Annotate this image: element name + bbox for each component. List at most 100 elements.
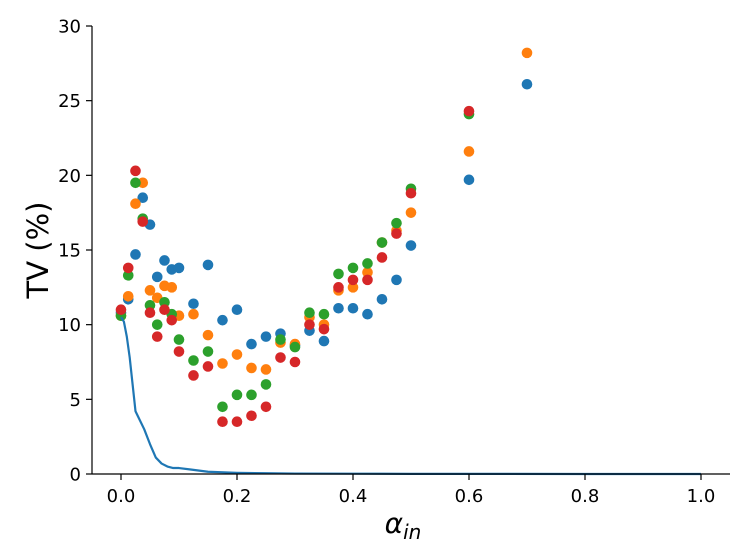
- scatter-point: [151, 271, 163, 283]
- scatter-point: [376, 237, 388, 248]
- x-axis-label-subscript: in: [403, 520, 421, 544]
- scatter-point: [130, 165, 141, 177]
- scatter-point: [260, 401, 272, 413]
- scatter-point: [231, 304, 243, 316]
- scatter-point: [333, 282, 344, 293]
- scatter-point: [376, 252, 388, 263]
- scatter-point: [362, 308, 373, 320]
- y-axis-label: TV (%): [21, 202, 55, 300]
- scatter-point: [231, 416, 243, 428]
- scatter-point: [304, 319, 315, 330]
- scatter-point: [304, 307, 315, 319]
- scatter-point: [347, 302, 359, 314]
- x-axis-label-symbol: α: [385, 507, 404, 540]
- scatter-point: [246, 362, 257, 374]
- scatter-point: [347, 282, 359, 293]
- scatter-point: [318, 335, 330, 347]
- scatter-point: [246, 389, 257, 401]
- scatter-point: [137, 216, 149, 227]
- scatter-point: [463, 105, 475, 117]
- x-tick-label: 0.6: [455, 486, 484, 507]
- scatter-point: [122, 290, 134, 302]
- y-tick-label: 20: [58, 166, 81, 187]
- scatter-point: [231, 389, 243, 401]
- x-tick-label: 0.4: [339, 486, 368, 507]
- scatter-point: [166, 282, 178, 293]
- scatter-point: [217, 401, 228, 413]
- y-tick-label: 30: [58, 17, 81, 38]
- scatter-point: [202, 346, 214, 357]
- scatter-point: [246, 410, 257, 422]
- scatter-point: [188, 298, 199, 310]
- scatter-point: [151, 319, 163, 330]
- scatter-point: [391, 274, 402, 286]
- ticks: 0 5 10 15 20 25 30 0.0 0.2 0.4 0.6 0.8 1.0: [58, 17, 715, 508]
- scatter-point: [159, 255, 170, 266]
- scatter-point: [137, 192, 149, 204]
- scatter-point: [122, 270, 134, 281]
- scatter-point: [333, 268, 344, 280]
- scatter-point: [137, 177, 149, 189]
- scatter-point: [289, 356, 301, 368]
- series-line: [120, 316, 701, 476]
- scatter-point: [188, 308, 199, 320]
- scatter-point: [376, 293, 388, 305]
- scatter-point: [260, 331, 272, 342]
- scatter-point: [289, 341, 301, 353]
- scatter-point: [318, 308, 330, 320]
- scatter-point: [144, 285, 156, 296]
- scatter-point: [115, 304, 127, 316]
- scatter-point: [405, 187, 417, 199]
- x-tick-label: 0.8: [571, 486, 600, 507]
- y-tick-label: 10: [58, 315, 81, 336]
- scatter-point: [521, 78, 533, 90]
- x-axis-label: αin: [385, 507, 422, 544]
- y-tick-label: 25: [58, 91, 81, 112]
- scatter-point: [362, 274, 373, 286]
- scatter-point: [246, 338, 257, 350]
- scatter-point: [217, 314, 228, 326]
- scatter-point: [217, 358, 228, 369]
- scatter-point: [173, 346, 185, 357]
- scatter-point: [173, 262, 185, 274]
- scatter-point: [333, 302, 344, 314]
- scatter-point: [260, 364, 272, 375]
- scatter-point: [260, 379, 272, 390]
- scatter-point: [144, 299, 156, 311]
- scatter-point: [202, 329, 214, 341]
- scatter-point: [275, 352, 286, 363]
- scatter-point: [318, 323, 330, 335]
- scatter-point: [173, 334, 185, 345]
- scatter-point: [130, 198, 141, 210]
- scatter-point: [202, 361, 214, 372]
- scatter-point: [521, 47, 533, 59]
- x-tick-label: 1.0: [687, 486, 716, 507]
- scatter-point: [130, 177, 141, 189]
- scatter-point: [347, 262, 359, 274]
- scatter-point: [151, 331, 163, 342]
- x-tick-label: 0.2: [223, 486, 252, 507]
- y-tick-label: 0: [70, 465, 81, 486]
- scatter-point: [188, 370, 199, 381]
- scatter-point: [391, 217, 402, 229]
- scatter-point: [391, 228, 402, 239]
- scatter-point: [275, 334, 286, 345]
- scatter-point: [159, 304, 170, 316]
- y-tick-label: 15: [58, 241, 81, 262]
- scatter-point: [188, 355, 199, 366]
- scatter-point: [166, 314, 178, 326]
- scatter-point: [463, 174, 475, 186]
- scatter-point: [347, 274, 359, 286]
- scatter-point: [463, 146, 475, 157]
- scatter-point: [159, 296, 170, 308]
- scatter-point: [217, 416, 228, 428]
- scatter-point: [202, 259, 214, 271]
- scatter-point: [362, 267, 373, 278]
- plot-area: [115, 47, 701, 476]
- scatter-point: [231, 349, 243, 360]
- scatter-point: [122, 262, 134, 274]
- scatter-point: [405, 207, 417, 218]
- y-tick-label: 5: [70, 390, 81, 411]
- scatter-point: [130, 249, 141, 260]
